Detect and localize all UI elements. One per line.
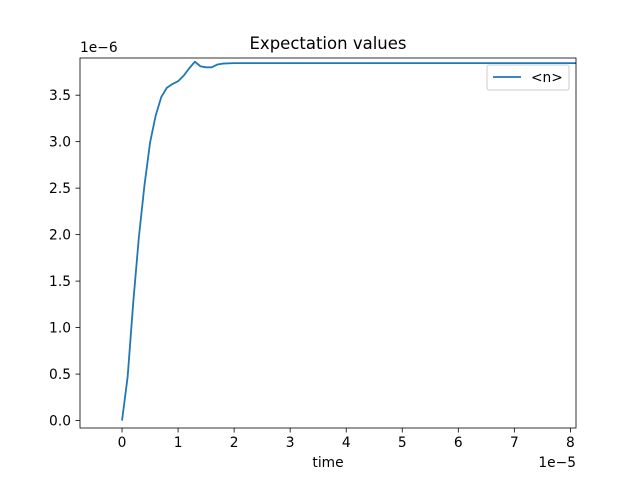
y-tick-label: 0.0 [49,414,71,430]
y-tick-label: 0.5 [49,367,71,383]
y-tick-label: 3.0 [49,135,71,151]
plot-layer [121,60,576,421]
x-axis-offset-text: 1e−5 [538,455,576,471]
y-tick-label: 3.5 [49,88,71,104]
y-axis-offset-text: 1e−6 [80,40,118,56]
chart-title: Expectation values [250,34,407,53]
x-tick-label: 3 [286,435,295,451]
x-tick-label: 1 [174,435,183,451]
x-tick-label: 7 [510,435,519,451]
series-line-0 [121,60,576,421]
axes-frame [79,57,577,429]
axes-layer: 0 1 2 3 4 5 6 7 8 0.0 0.5 1.0 1.5 2.0 2.5 3.0 3.5 [49,88,575,451]
legend-label: <n> [531,70,563,86]
legend: <n> [486,64,570,91]
x-axis-label: time [312,455,343,471]
x-tick-label: 6 [454,435,463,451]
y-tick-label: 1.5 [49,274,71,290]
y-tick-label: 2.0 [49,228,71,244]
x-tick-label: 8 [566,435,575,451]
x-tick-label: 2 [230,435,239,451]
x-tick-label: 5 [398,435,407,451]
legend-box [486,64,570,91]
x-tick-label: 4 [342,435,351,451]
y-tick-label: 1.0 [49,321,71,337]
x-tick-label: 0 [118,435,127,451]
y-tick-label: 2.5 [49,181,71,197]
